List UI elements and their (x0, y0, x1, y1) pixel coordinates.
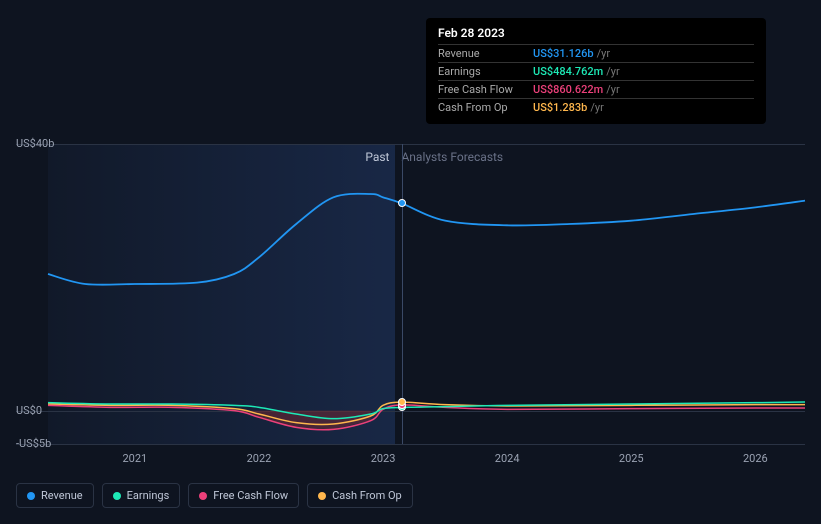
tooltip-row-label: Cash From Op (438, 101, 533, 114)
gridline (16, 444, 805, 445)
legend-label: Earnings (127, 489, 170, 502)
tooltip-row: Free Cash FlowUS$860.622m/yr (438, 80, 754, 98)
tooltip-row-unit: /yr (606, 83, 619, 96)
legend-item-free_cash_flow[interactable]: Free Cash Flow (188, 483, 299, 508)
tooltip-row: Cash From OpUS$1.283b/yr (438, 98, 754, 116)
tooltip-row-value: US$1.283b (533, 101, 587, 114)
tooltip-row-unit: /yr (606, 65, 619, 78)
hover-marker-revenue (398, 199, 406, 207)
hover-marker-cash_from_op (398, 398, 406, 406)
tooltip-row-value: US$484.762m (533, 65, 603, 78)
tooltip-row-value: US$31.126b (533, 47, 594, 60)
chart-tooltip: Feb 28 2023 RevenueUS$31.126b/yrEarnings… (426, 18, 766, 124)
tooltip-row-unit: /yr (597, 47, 610, 60)
legend-dot-icon (318, 492, 326, 500)
legend-label: Free Cash Flow (213, 489, 288, 502)
series-line-revenue (48, 194, 805, 285)
series-line-free_cash_flow (48, 405, 805, 430)
tooltip-row-label: Revenue (438, 47, 533, 60)
legend-item-earnings[interactable]: Earnings (102, 483, 181, 508)
x-axis-label: 2021 (122, 452, 147, 465)
tooltip-row: EarningsUS$484.762m/yr (438, 62, 754, 80)
x-axis-label: 2023 (371, 452, 396, 465)
legend-label: Cash From Op (332, 489, 402, 502)
tooltip-row: RevenueUS$31.126b/yr (438, 44, 754, 62)
legend-item-cash_from_op[interactable]: Cash From Op (307, 483, 413, 508)
financials-chart[interactable]: US$40bUS$0-US$5b Past Analysts Forecasts… (16, 144, 805, 444)
x-axis-label: 2022 (247, 452, 272, 465)
x-axis-label: 2025 (619, 452, 644, 465)
x-axis-label: 2024 (495, 452, 520, 465)
tooltip-row-label: Earnings (438, 65, 533, 78)
forecast-section-label: Analysts Forecasts (401, 150, 503, 164)
legend-item-revenue[interactable]: Revenue (16, 483, 94, 508)
legend-dot-icon (199, 492, 207, 500)
chart-legend: Revenue Earnings Free Cash Flow Cash From O… (16, 483, 413, 508)
legend-dot-icon (113, 492, 121, 500)
tooltip-row-value: US$860.622m (533, 83, 603, 96)
legend-dot-icon (27, 492, 35, 500)
tooltip-date: Feb 28 2023 (438, 26, 754, 44)
legend-label: Revenue (41, 489, 83, 502)
x-axis-label: 2026 (743, 452, 768, 465)
past-section-label: Past (365, 150, 389, 164)
tooltip-row-label: Free Cash Flow (438, 83, 533, 96)
tooltip-row-unit: /yr (590, 101, 603, 114)
chart-plot-svg (16, 144, 805, 444)
